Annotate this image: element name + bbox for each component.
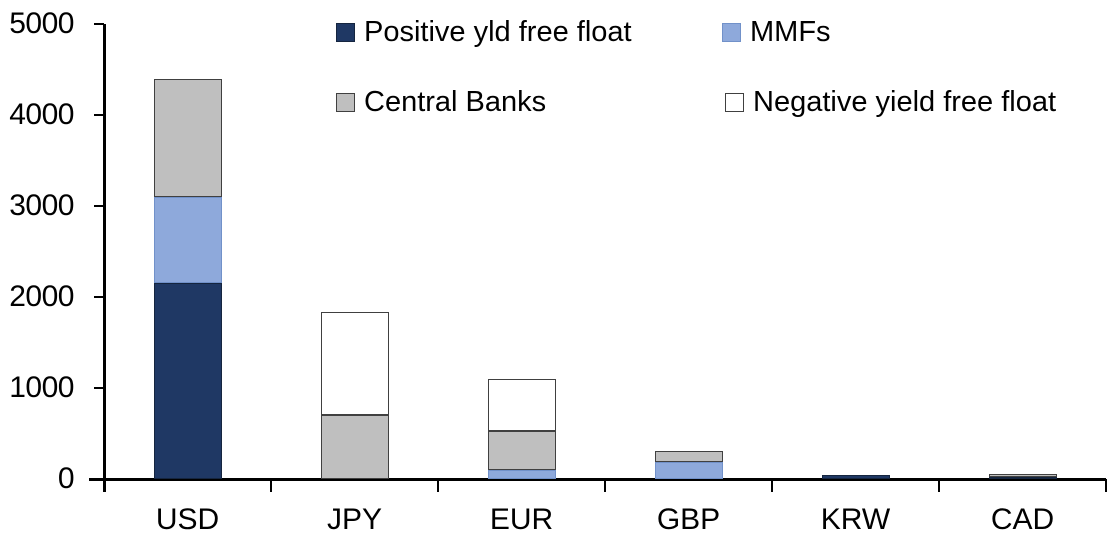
legend-swatch-mmfs [722, 22, 741, 42]
x-axis-tick [1104, 479, 1108, 492]
bar-eur-negative-yield-free-float [487, 378, 556, 431]
y-axis-tick-label: 5000 [9, 7, 74, 40]
bar-usd-mmfs [153, 196, 222, 284]
y-axis-tick-label: 3000 [9, 189, 74, 222]
x-axis-tick [603, 479, 607, 492]
y-axis-tick [94, 113, 104, 117]
bar-cad-central-banks [988, 473, 1057, 477]
y-axis-tick-label: 1000 [9, 371, 74, 404]
bar-gbp-mmfs [654, 462, 723, 479]
y-axis-tick [94, 204, 104, 208]
bar-cad-positive-yld-free-float [988, 476, 1057, 479]
legend-item-mmfs: MMFs [722, 15, 831, 49]
legend-label: MMFs [750, 16, 831, 48]
bar-krw-positive-yld-free-float [821, 474, 890, 479]
legend-label: Negative yield free float [753, 86, 1057, 118]
x-axis-tick [269, 479, 273, 492]
y-axis-tick-label: 4000 [9, 98, 74, 131]
x-category-label-jpy: JPY [326, 503, 383, 536]
y-axis-tick [89, 477, 104, 481]
y-axis-tick-label: 2000 [9, 280, 74, 313]
bar-usd-central-banks [153, 78, 222, 197]
legend-swatch-central-banks [336, 92, 355, 112]
x-category-label-cad: CAD [990, 503, 1055, 536]
x-category-label-gbp: GBP [656, 503, 721, 536]
x-axis-tick [937, 479, 941, 492]
bar-gbp-central-banks [654, 450, 723, 463]
legend-label: Central Banks [364, 86, 547, 118]
x-axis-line [89, 477, 1106, 481]
bar-eur-mmfs [487, 469, 556, 479]
x-category-label-krw: KRW [820, 503, 891, 536]
x-axis-tick [102, 479, 106, 492]
y-axis-tick [94, 295, 104, 299]
legend-item-negative-yield-free-float: Negative yield free float [725, 85, 1056, 119]
x-axis-tick [436, 479, 440, 492]
legend-item-central-banks: Central Banks [336, 85, 546, 119]
legend-item-positive-yld-free-float: Positive yld free float [336, 15, 632, 49]
bar-usd-positive-yld-free-float [153, 283, 222, 479]
y-axis-tick-label: 0 [57, 462, 75, 495]
bar-eur-central-banks [487, 430, 556, 470]
x-category-label-eur: EUR [489, 503, 554, 536]
bar-jpy-central-banks [320, 415, 389, 479]
y-axis-line [102, 24, 106, 492]
x-category-label-usd: USD [155, 503, 220, 536]
legend-swatch-positive-yld-free-float [336, 22, 355, 42]
legend-swatch-negative-yield-free-float [725, 92, 744, 112]
y-axis-tick [94, 22, 104, 26]
x-axis-tick [770, 479, 774, 492]
y-axis-tick [94, 386, 104, 390]
legend-label: Positive yld free float [364, 16, 632, 48]
bar-jpy-negative-yield-free-float [320, 311, 389, 416]
